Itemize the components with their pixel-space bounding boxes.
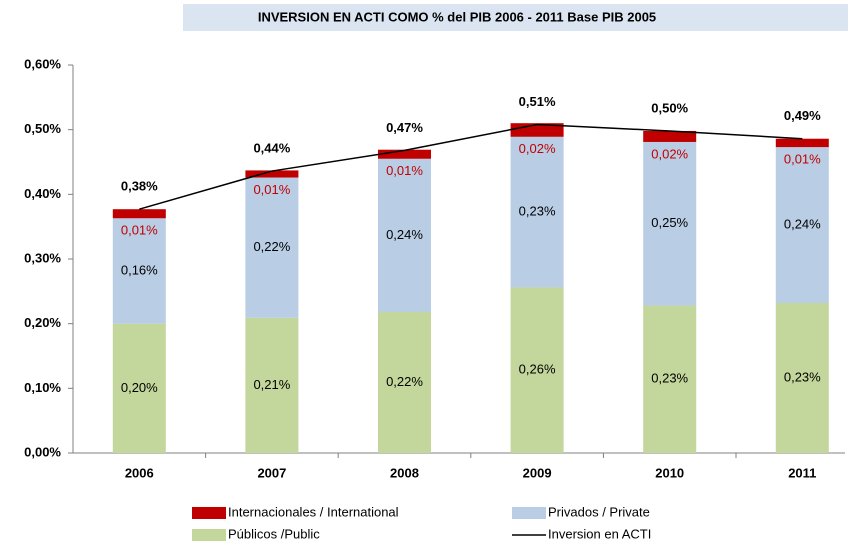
chart-title: INVERSION EN ACTI COMO % del PIB 2006 - … (258, 9, 656, 24)
total-line (139, 123, 803, 210)
legend-label: Privados / Private (548, 504, 650, 519)
x-tick-label: 2006 (125, 465, 154, 480)
data-label: 0,01% (386, 163, 423, 178)
total-label: 0,51% (519, 94, 556, 109)
legend-label: Inversion en ACTI (548, 526, 651, 541)
data-label: 0,22% (386, 374, 423, 389)
data-label: 0,20% (121, 380, 158, 395)
y-tick-label: 0,60% (24, 56, 61, 71)
data-label: 0,01% (253, 182, 290, 197)
data-label: 0,24% (386, 227, 423, 242)
y-tick-label: 0,50% (24, 121, 61, 136)
bar-segment (378, 158, 431, 313)
x-tick-label: 2007 (257, 465, 286, 480)
bar-segment (510, 287, 564, 453)
total-label: 0,50% (651, 100, 688, 115)
y-tick-label: 0,40% (24, 186, 61, 201)
bar-segment (112, 209, 166, 219)
bar-segment (245, 177, 299, 318)
data-label: 0,24% (784, 216, 821, 231)
data-label: 0,01% (784, 152, 821, 167)
bar-segment (510, 136, 564, 288)
total-label: 0,38% (121, 179, 158, 194)
bar-segment (643, 130, 697, 142)
bar-segment (112, 323, 166, 453)
bar-segment (245, 317, 299, 453)
x-tick-label: 2008 (390, 465, 419, 480)
x-tick-label: 2011 (788, 465, 816, 480)
bar-segment (378, 149, 431, 159)
bar-segment (378, 312, 431, 453)
data-label: 0,01% (121, 223, 158, 238)
total-label: 0,47% (386, 120, 423, 135)
title-band (183, 4, 848, 31)
y-tick-label: 0,30% (24, 250, 61, 265)
data-label: 0,22% (253, 239, 290, 254)
data-label: 0,25% (651, 215, 688, 230)
data-label: 0,21% (253, 377, 290, 392)
bar-segment (112, 218, 166, 324)
data-label: 0,26% (519, 362, 556, 377)
y-tick-label: 0,20% (24, 315, 61, 330)
data-label: 0,02% (651, 146, 688, 161)
legend-label: Internacionales / International (228, 504, 399, 519)
legend-label: Públicos /Public (228, 526, 320, 541)
bar-segment (245, 170, 299, 178)
legend-swatch (192, 529, 226, 541)
bar-segment (643, 141, 697, 306)
total-label: 0,49% (784, 108, 821, 123)
bar-segment (775, 302, 829, 453)
bar-segment (775, 147, 829, 303)
y-tick-label: 0,10% (24, 380, 61, 395)
legend-swatch (512, 507, 546, 519)
x-tick-label: 2010 (655, 465, 684, 480)
total-label: 0,44% (253, 140, 290, 155)
x-tick-label: 2009 (523, 465, 552, 480)
data-label: 0,02% (519, 141, 556, 156)
data-label: 0,23% (519, 204, 556, 219)
data-label: 0,23% (651, 371, 688, 386)
bar-segment (643, 305, 697, 453)
data-label: 0,16% (121, 262, 158, 277)
y-tick-label: 0,00% (24, 444, 61, 459)
data-label: 0,23% (784, 369, 821, 384)
bar-segment (775, 138, 829, 148)
legend-swatch (192, 507, 226, 519)
